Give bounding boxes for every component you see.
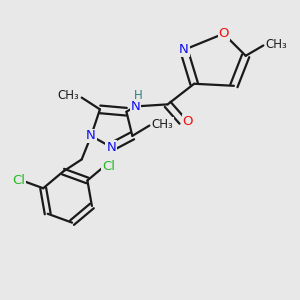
Text: Cl: Cl [102, 160, 115, 173]
Text: N: N [86, 129, 96, 142]
Text: Cl: Cl [12, 174, 25, 187]
Text: H: H [134, 89, 142, 102]
Text: N: N [130, 100, 140, 113]
Text: CH₃: CH₃ [152, 118, 173, 130]
Text: O: O [218, 27, 229, 40]
Text: CH₃: CH₃ [58, 89, 79, 102]
Text: N: N [179, 44, 189, 56]
Text: CH₃: CH₃ [266, 38, 287, 50]
Text: O: O [182, 115, 193, 128]
Text: N: N [106, 141, 116, 154]
